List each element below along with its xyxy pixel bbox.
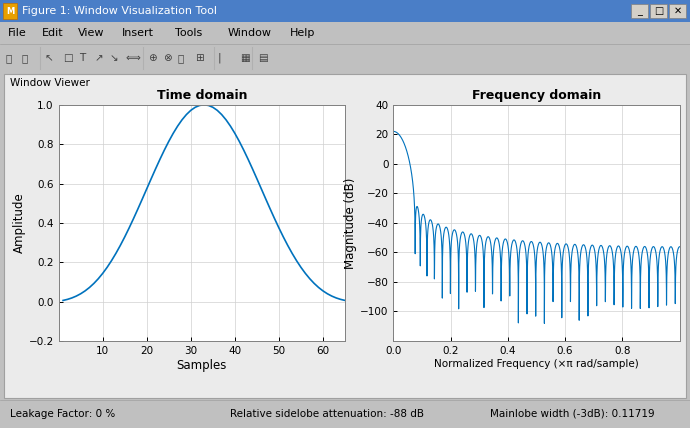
Text: Edit: Edit	[42, 28, 63, 38]
Text: Tools: Tools	[175, 28, 202, 38]
Text: 🖨: 🖨	[5, 53, 11, 63]
Text: ⊞: ⊞	[195, 53, 204, 63]
Text: Figure 1: Window Visualization Tool: Figure 1: Window Visualization Tool	[22, 6, 217, 16]
Text: ⟺: ⟺	[125, 53, 140, 63]
Text: 📋: 📋	[22, 53, 28, 63]
Text: |: |	[218, 53, 221, 63]
Text: Relative sidelobe attenuation: -88 dB: Relative sidelobe attenuation: -88 dB	[230, 409, 424, 419]
Text: ⊗: ⊗	[163, 53, 172, 63]
Text: □: □	[63, 53, 72, 63]
Text: ✕: ✕	[673, 6, 682, 16]
Bar	[669, 4, 686, 18]
Bar	[650, 4, 667, 18]
Text: □: □	[654, 6, 663, 16]
X-axis label: Normalized Frequency (×π rad/sample): Normalized Frequency (×π rad/sample)	[434, 359, 639, 369]
Text: ⊕: ⊕	[148, 53, 157, 63]
Text: View: View	[78, 28, 104, 38]
Bar	[631, 4, 648, 18]
Text: File: File	[8, 28, 27, 38]
Text: _: _	[637, 6, 642, 16]
Title: Time domain: Time domain	[157, 89, 247, 102]
Bar	[3, 3, 17, 19]
Text: Help: Help	[290, 28, 315, 38]
Text: M: M	[6, 6, 14, 15]
Title: Frequency domain: Frequency domain	[472, 89, 601, 102]
Text: ↗: ↗	[95, 53, 104, 63]
Text: T: T	[79, 53, 86, 63]
Text: Leakage Factor: 0 %: Leakage Factor: 0 %	[10, 409, 115, 419]
Text: ↘: ↘	[110, 53, 119, 63]
Text: ▦: ▦	[240, 53, 250, 63]
Text: Window Viewer: Window Viewer	[10, 78, 90, 88]
Text: Window: Window	[228, 28, 272, 38]
Text: 🔍: 🔍	[178, 53, 184, 63]
Text: ↖: ↖	[45, 53, 54, 63]
Text: Insert: Insert	[122, 28, 154, 38]
Y-axis label: Magnitude (dB): Magnitude (dB)	[344, 177, 357, 268]
Text: ▤: ▤	[258, 53, 268, 63]
Y-axis label: Amplitude: Amplitude	[12, 193, 26, 253]
X-axis label: Samples: Samples	[177, 359, 227, 372]
Text: Mainlobe width (-3dB): 0.11719: Mainlobe width (-3dB): 0.11719	[490, 409, 655, 419]
